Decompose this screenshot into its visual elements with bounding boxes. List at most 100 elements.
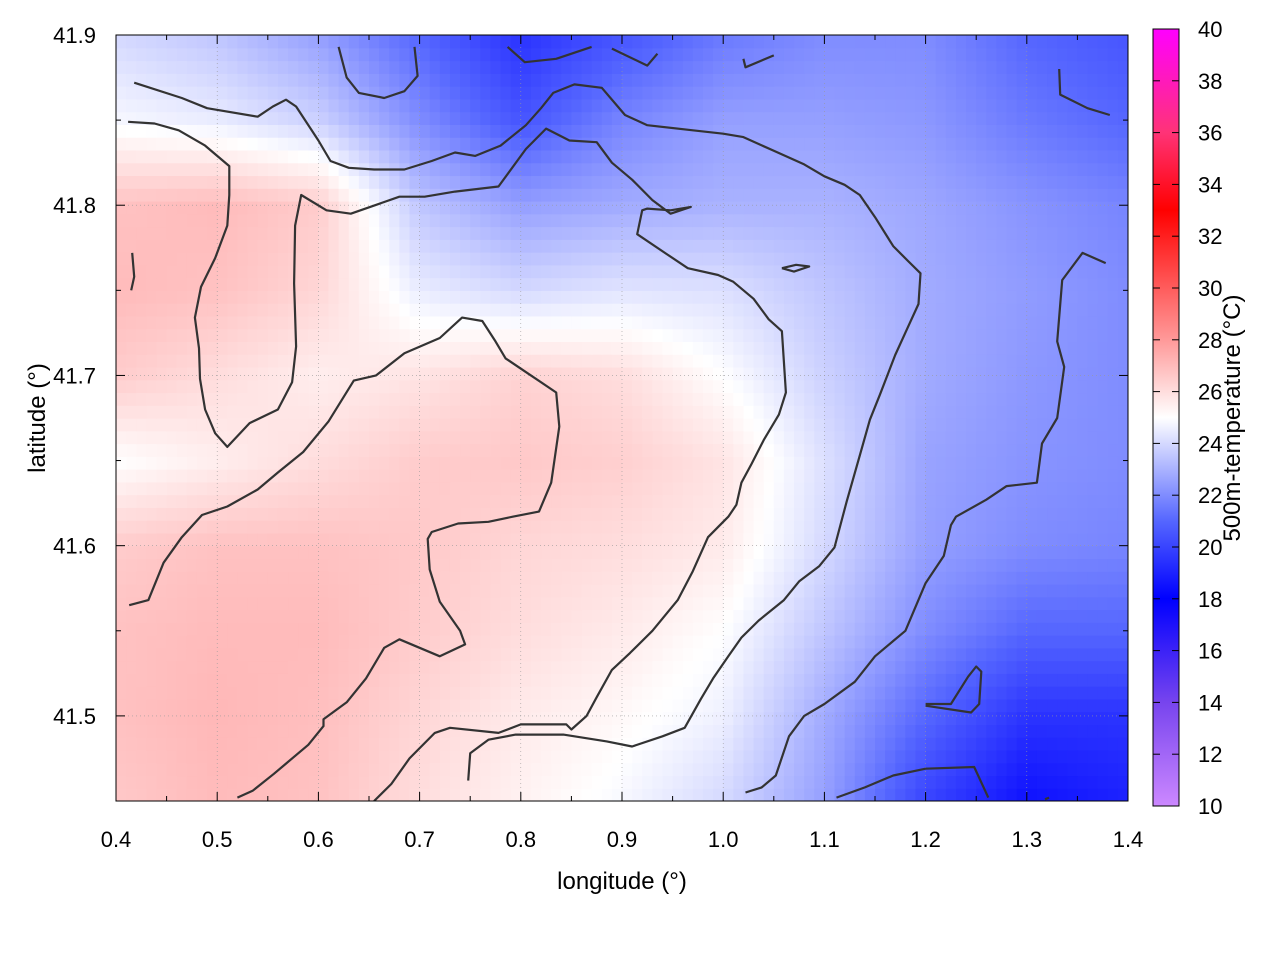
heatmap-cell	[1036, 469, 1048, 483]
heatmap-cell	[1117, 545, 1128, 560]
heatmap-cell	[1026, 571, 1038, 585]
heatmap-cell	[723, 469, 734, 483]
heatmap-cell	[753, 609, 765, 623]
heatmap-cell	[935, 558, 947, 572]
heatmap-cell	[308, 456, 319, 470]
heatmap-cell	[945, 315, 957, 330]
heatmap-cell	[935, 481, 947, 496]
heatmap-cell	[439, 213, 451, 228]
heatmap-cell	[1107, 430, 1119, 445]
heatmap-cell	[500, 660, 512, 674]
heatmap-cell	[389, 328, 400, 342]
heatmap-cell	[632, 456, 643, 470]
heatmap-cell	[1016, 175, 1028, 189]
heatmap-cell	[794, 724, 805, 738]
heatmap-cell	[500, 341, 512, 355]
heatmap-cell	[257, 469, 269, 483]
heatmap-cell	[672, 162, 684, 177]
heatmap-cell	[470, 226, 481, 240]
heatmap-cell	[439, 188, 451, 202]
heatmap-cell	[692, 609, 704, 623]
heatmap-cell	[885, 469, 896, 483]
heatmap-cell	[196, 532, 208, 547]
heatmap-cell	[854, 226, 866, 240]
heatmap-cell	[399, 188, 411, 202]
heatmap-cell	[763, 200, 775, 215]
heatmap-cell	[1026, 775, 1038, 789]
heatmap-cell	[196, 698, 208, 713]
heatmap-cell	[591, 788, 603, 801]
heatmap-cell	[783, 226, 795, 240]
heatmap-cell	[1077, 405, 1089, 419]
heatmap-cell	[1077, 532, 1089, 547]
heatmap-cell	[622, 405, 633, 419]
heatmap-cell	[1097, 290, 1109, 304]
heatmap-cell	[692, 443, 704, 457]
heatmap-cell	[196, 290, 208, 304]
heatmap-cell	[925, 379, 937, 394]
heatmap-cell	[146, 290, 158, 304]
heatmap-cell	[955, 724, 967, 738]
heatmap-cell	[217, 469, 228, 483]
heatmap-cell	[885, 622, 896, 636]
heatmap-cell	[743, 775, 755, 789]
heatmap-cell	[1036, 749, 1048, 764]
heatmap-cell	[399, 520, 411, 534]
heatmap-cell	[227, 188, 239, 202]
heatmap-cell	[288, 788, 299, 801]
heatmap-cell	[267, 673, 279, 687]
heatmap-cell	[794, 226, 805, 240]
heatmap-cell	[449, 507, 461, 521]
heatmap-cell	[854, 366, 866, 381]
heatmap-cell	[915, 775, 927, 789]
heatmap-cell	[844, 443, 856, 457]
heatmap-cell	[1107, 366, 1119, 381]
heatmap-cell	[672, 443, 684, 457]
heatmap-cell	[1016, 673, 1028, 687]
heatmap-cell	[783, 277, 795, 291]
heatmap-cell	[814, 213, 825, 228]
heatmap-cell	[389, 660, 400, 674]
heatmap-cell	[176, 673, 188, 687]
heatmap-cell	[743, 698, 755, 713]
heatmap-cell	[996, 405, 1008, 419]
heatmap-cell	[763, 341, 775, 355]
heatmap-cell	[530, 711, 542, 725]
heatmap-cell	[490, 239, 502, 253]
heatmap-cell	[207, 532, 218, 547]
heatmap-cell	[581, 328, 593, 342]
heatmap-cell	[500, 558, 512, 572]
heatmap-cell	[510, 711, 522, 725]
heatmap-cell	[267, 418, 279, 432]
heatmap-cell	[207, 443, 218, 457]
heatmap-cell	[1047, 469, 1058, 483]
heatmap-cell	[976, 354, 987, 368]
heatmap-cell	[895, 532, 906, 547]
heatmap-cell	[652, 456, 664, 470]
heatmap-cell	[642, 545, 653, 560]
heatmap-cell	[895, 583, 906, 598]
heatmap-cell	[662, 469, 674, 483]
heatmap-cell	[480, 583, 492, 598]
heatmap-cell	[561, 673, 572, 687]
heatmap-cell	[1087, 749, 1099, 764]
heatmap-cell	[702, 698, 714, 713]
heatmap-cell	[753, 469, 765, 483]
heatmap-cell	[814, 609, 825, 623]
heatmap-cell	[733, 303, 745, 317]
heatmap-cell	[773, 315, 785, 330]
heatmap-cell	[986, 430, 998, 445]
heatmap-cell	[247, 315, 259, 330]
heatmap-cell	[935, 686, 947, 700]
heatmap-cell	[753, 226, 765, 240]
heatmap-cell	[116, 213, 127, 228]
heatmap-cell	[662, 379, 674, 394]
heatmap-cell	[824, 724, 836, 738]
heatmap-cell	[217, 520, 228, 534]
heatmap-cell	[146, 252, 158, 266]
heatmap-cell	[196, 456, 208, 470]
heatmap-cell	[601, 571, 613, 585]
heatmap-cell	[682, 583, 694, 598]
heatmap-cell	[844, 583, 856, 598]
heatmap-cell	[1036, 583, 1048, 598]
